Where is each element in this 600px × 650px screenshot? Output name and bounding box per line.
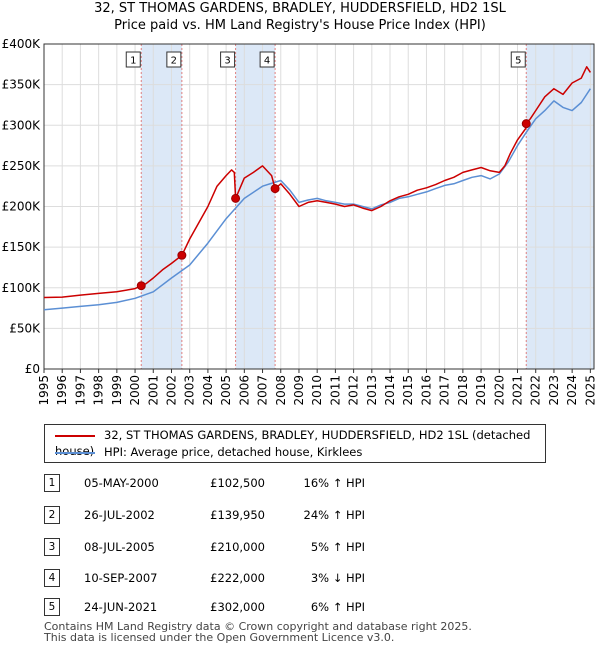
sale-marker-box	[259, 51, 275, 68]
y-tick-label: £400K	[2, 37, 42, 51]
sale-marker-box	[220, 51, 236, 68]
property-series-line	[43, 66, 592, 299]
transaction-price: £139,950	[210, 508, 265, 522]
transaction-hpi: 16% ↑ HPI	[303, 476, 365, 490]
sale-point	[521, 119, 531, 129]
legend-item-property: 32, ST THOMAS GARDENS, BRADLEY, HUDDERSF…	[55, 427, 545, 458]
transaction-number: 5	[44, 598, 60, 616]
x-tick-label: 2007	[256, 375, 270, 406]
chart-title-line1: 32, ST THOMAS GARDENS, BRADLEY, HUDDERSF…	[94, 1, 506, 16]
transaction-date: 10-SEP-2007	[84, 571, 158, 585]
x-tick-label: 1999	[110, 375, 124, 406]
x-tick-label: 1995	[37, 375, 51, 406]
transaction-price: £222,000	[210, 571, 265, 585]
transaction-number: 3	[44, 538, 60, 556]
transaction-row: 3 08-JUL-2005 £210,000 5% ↑ HPI	[0, 538, 600, 556]
footer-licence: This data is licensed under the Open Gov…	[44, 631, 395, 644]
y-tick-label: £100K	[2, 281, 42, 295]
transaction-date: 05-MAY-2000	[84, 476, 159, 490]
y-tick-label: £0	[25, 362, 40, 376]
sale-point	[270, 184, 280, 194]
x-tick-label: 2006	[237, 375, 251, 406]
legend-label-property: 32, ST THOMAS GARDENS, BRADLEY, HUDDERSF…	[55, 428, 531, 458]
transaction-number: 1	[44, 474, 60, 492]
sale-marker-label: 4	[264, 56, 270, 67]
x-tick-label: 2023	[547, 375, 561, 406]
x-tick-label: 2016	[419, 375, 433, 406]
sale-marker-box	[510, 51, 526, 68]
x-tick-label: 2001	[146, 375, 160, 406]
transaction-hpi: 24% ↑ HPI	[303, 508, 365, 522]
x-tick-label: 2011	[328, 375, 342, 406]
x-tick-label: 2010	[310, 375, 324, 406]
x-tick-label: 2008	[274, 375, 288, 406]
x-tick-label: 2002	[164, 375, 178, 406]
price-chart: 1 2 3 4 5 £0 £50K £100K £150K £200K £250K £300K £35…	[2, 37, 598, 406]
x-tick-label: 2020	[492, 375, 506, 406]
x-tick-label: 2018	[456, 375, 470, 406]
y-tick-label: £350K	[2, 78, 42, 92]
x-tick-label: 1996	[55, 375, 69, 406]
x-tick-label: 2005	[219, 375, 233, 406]
x-tick-label: 2003	[183, 375, 197, 406]
transaction-hpi: 3% ↓ HPI	[310, 571, 365, 585]
x-tick-label: 2009	[292, 375, 306, 406]
x-tick-label: 2024	[565, 375, 579, 406]
transaction-price: £210,000	[210, 540, 265, 554]
sale-marker-box	[125, 51, 141, 68]
sale-marker-box	[166, 51, 182, 68]
transaction-row: 5 24-JUN-2021 £302,000 6% ↑ HPI	[0, 598, 600, 616]
y-tick-label: £200K	[2, 200, 42, 214]
transaction-row: 4 10-SEP-2007 £222,000 3% ↓ HPI	[0, 569, 600, 587]
x-tick-label: 2004	[201, 375, 215, 406]
y-tick-label: £250K	[2, 159, 42, 173]
transaction-number: 2	[44, 506, 60, 524]
sale-marker-label: 5	[515, 56, 521, 67]
legend-item-hpi: HPI: Average price, detached house, Kirk…	[55, 444, 362, 460]
plot-frame	[43, 43, 595, 370]
legend-swatch-red	[55, 434, 95, 437]
transaction-date: 24-JUN-2021	[84, 600, 158, 614]
sale-point	[136, 281, 146, 291]
legend-swatch-blue	[55, 451, 95, 454]
sale-point	[177, 250, 187, 260]
y-tick-label: £300K	[2, 118, 42, 132]
y-tick-label: £150K	[2, 240, 42, 254]
x-tick-label: 2025	[583, 375, 597, 406]
sale-marker-label: 2	[171, 56, 177, 67]
transaction-price: £102,500	[210, 476, 265, 490]
sale-marker-label: 1	[130, 56, 136, 67]
transaction-hpi: 6% ↑ HPI	[310, 600, 365, 614]
transaction-price: £302,000	[210, 600, 265, 614]
transaction-date: 26-JUL-2002	[84, 508, 155, 522]
x-tick-label: 1997	[73, 375, 87, 406]
hpi-series-line	[43, 88, 592, 311]
sale-point	[231, 193, 241, 203]
x-tick-label: 2013	[365, 375, 379, 406]
transaction-date: 08-JUL-2005	[84, 540, 155, 554]
x-tick-label: 2021	[511, 375, 525, 406]
x-tick-label: 2012	[347, 375, 361, 406]
transaction-row: 1 05-MAY-2000 £102,500 16% ↑ HPI	[0, 474, 600, 492]
x-tick-label: 2017	[438, 375, 452, 406]
x-tick-label: 1998	[92, 375, 106, 406]
x-tick-label: 2000	[128, 375, 142, 406]
sale-marker-label: 3	[224, 56, 230, 67]
legend-label-hpi: HPI: Average price, detached house, Kirk…	[104, 445, 363, 459]
y-tick-label: £50K	[9, 321, 41, 335]
x-tick-label: 2019	[474, 375, 488, 406]
x-tick-label: 2022	[529, 375, 543, 406]
footer-copyright: Contains HM Land Registry data © Crown c…	[44, 620, 472, 633]
legend: 32, ST THOMAS GARDENS, BRADLEY, HUDDERSF…	[44, 424, 546, 463]
transaction-hpi: 5% ↑ HPI	[310, 540, 365, 554]
x-tick-label: 2014	[383, 375, 397, 406]
chart-title-line2: Price paid vs. HM Land Registry's House …	[114, 18, 486, 33]
x-tick-label: 2015	[401, 375, 415, 406]
transaction-row: 2 26-JUL-2002 £139,950 24% ↑ HPI	[0, 506, 600, 524]
transaction-number: 4	[44, 569, 60, 587]
